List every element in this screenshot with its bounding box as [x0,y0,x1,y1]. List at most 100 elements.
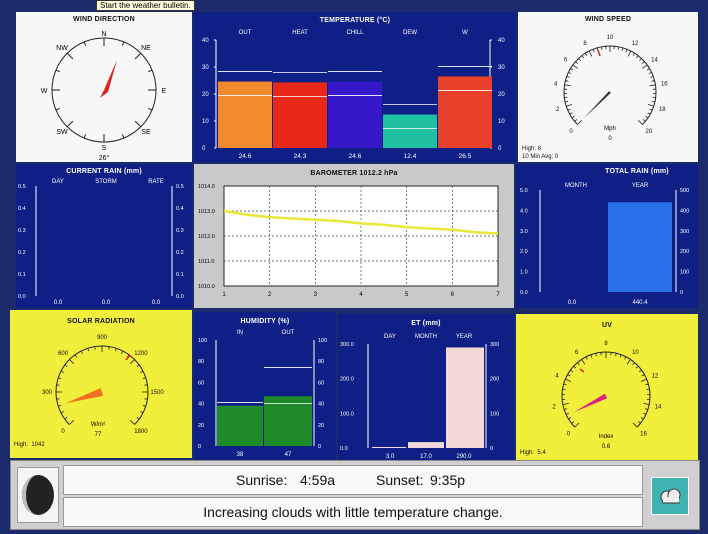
wind-speed-tick-label: 10 [607,35,614,41]
uv-tick-label: 14 [655,404,662,410]
uv-label: Index [599,434,614,440]
uv-tick [640,417,644,420]
et-panel: ET (mm) DAY MONTH YEAR 0.0 0 100.0 100 200.0 200… [338,314,514,460]
humidity-value: 38 [237,452,244,458]
sun-times-row: Sunrise: 4:59a Sunset: 9:35p [63,465,643,495]
uv-tick [595,353,597,357]
current-rain-value: 0.0 [54,300,63,306]
solar-tick [142,377,146,380]
et-tick-right: 200 [490,377,499,383]
solar-tick [60,411,64,414]
wind-speed-tick [564,84,571,87]
wind-speed-tick-label: 6 [564,58,568,64]
current-rain-title: CURRENT RAIN (mm) [66,168,142,175]
solar-tick [126,354,130,358]
solar-tick [136,364,140,368]
et-tick-right: 300 [490,342,499,348]
uv-tick [574,422,580,428]
wind-speed-tick [625,49,628,53]
wind-speed-tick [645,115,649,119]
temp-bar-dew [383,114,437,148]
temp-bar-out [218,81,272,148]
sunset-value: 9:35p [430,472,466,488]
solar-high-label: High: [14,442,29,448]
moon-phase-icon [22,475,54,515]
wind-speed-tick-label: 12 [632,41,639,47]
wind-speed-tick [572,64,578,69]
uv-tick [645,383,649,386]
forecast-cloud-icon[interactable] [651,477,689,515]
total-rain-tick-left: 4.0 [520,208,528,214]
solar-tick [58,377,62,380]
solar-tick [114,348,117,352]
humidity-tick-right: 100 [318,338,327,344]
forecast-text: Increasing clouds with little temperatur… [203,504,503,520]
solar-tick-label: 600 [58,351,69,357]
temperature-title: TEMPERATURE (°C) [319,17,391,24]
uv-gauge: 0 2 4 6 8 10 12 14 16 Index 0.6 [552,341,662,450]
wind-speed-needle [583,91,611,119]
uv-needle [573,393,608,413]
wind-speed-tick [581,55,584,59]
total-rain-tick-left: 2.0 [520,249,528,255]
humidity-panel: HUMIDITY (%) IN OUT 0 0 20 20 40 40 60 60 80 80 100 1… [194,312,336,460]
barometer-panel: BAROMETER 1012.2 hPa 1 2 3 4 5 6 7 1010.0 1011.0… [194,164,514,308]
uv-tick [638,369,642,373]
uv-panel: UV 0 2 4 6 8 10 12 14 16 Index 0.6 High: 5.4 [516,314,698,460]
uv-high-marker [579,368,585,373]
wind-speed-tick [648,72,652,75]
uv-tick [632,422,638,428]
barometer-xtick: 6 [451,292,455,298]
et-col: MONTH [415,334,437,340]
uv-tick [585,356,588,360]
solar-tick [121,350,124,354]
compass-label-ne: NE [141,45,151,52]
uv-tick-label: 0 [567,431,571,437]
current-rain-tick-right: 0.1 [176,272,184,278]
current-rain-tick-right: 0.5 [176,184,184,190]
wind-speed-tick [566,76,570,78]
wind-speed-tick [592,49,595,53]
humidity-col: IN [237,330,243,336]
wind-speed-tick [570,68,574,71]
uv-high: High: 5.4 [520,450,546,456]
et-chart: DAY MONTH YEAR 0.0 0 100.0 100 200.0 200 300.0 300… [340,334,499,460]
wind-speed-tick [567,108,571,111]
compass-label-n: N [101,31,106,38]
wind-speed-tick [651,100,655,103]
temp-ytick-right: 40 [498,38,505,44]
compass-label-s: S [102,145,107,152]
uv-tick-label: 12 [652,374,659,380]
solar-title: SOLAR RADIATION [67,318,135,325]
temp-category-label: HEAT [292,30,308,36]
current-rain-tick-left: 0.4 [18,206,26,212]
wind-speed-tick [649,108,653,111]
current-rain-chart: DAY STORM RATE 0.0 0.0 0.1 0.1 0.2 0.2 0.3 0.3 0.4 0… [18,179,184,306]
solar-tick [130,359,135,364]
total-rain-tick-left: 3.0 [520,229,528,235]
total-rain-tick-right: 300 [680,229,689,235]
wind-direction-panel: WIND DIRECTION N NE E SE S SW W NW 26° [16,12,192,162]
compass-label-sw: SW [56,129,68,136]
solar-tick [140,411,144,414]
sunrise-value: 4:59a [300,472,336,488]
wind-speed-tick [646,68,650,71]
wind-speed-tick-label: 8 [583,41,587,47]
current-rain-tick-right: 0.4 [176,206,184,212]
wind-speed-tick [617,46,620,50]
temp-bar-w [438,76,492,148]
wind-speed-tick [647,103,654,107]
et-day-bar [372,446,406,448]
solar-tick [87,348,90,352]
uv-tick [565,412,569,415]
et-value: 17.0 [420,454,432,460]
wind-speed-tick [621,47,624,51]
temp-value-label: 24.6 [349,153,362,160]
barometer-line [223,209,499,235]
compass-tick [134,120,142,128]
uv-high-label: High: [520,450,535,456]
et-year-bar [446,347,484,448]
uv-tick [624,356,627,360]
wind-speed-high-value: 8 [537,146,542,152]
temp-ytick-left: 10 [202,119,209,125]
